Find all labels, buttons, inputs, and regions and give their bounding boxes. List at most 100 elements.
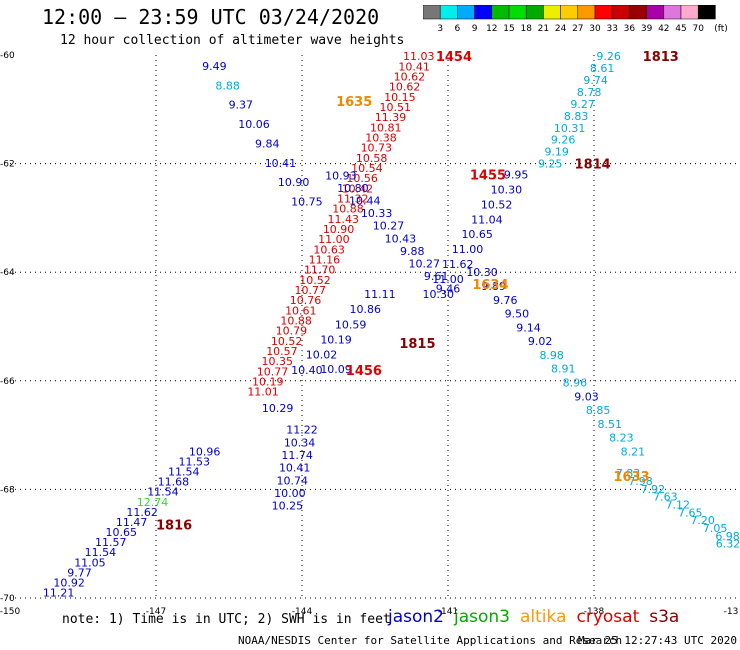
swh-value-label: 9.19 (544, 146, 569, 159)
swh-value-label: 10.65 (461, 228, 493, 241)
swh-value-label: 10.63 (313, 243, 345, 256)
swh-value-label: 11.39 (375, 111, 407, 124)
x-tick-label: -147 (146, 607, 166, 617)
pass-time-label: 1454 (436, 50, 472, 65)
swh-value-label: 7.63 (653, 491, 678, 504)
swh-value-label: 10.02 (306, 349, 338, 362)
legend-entry-jason2: jason2 (388, 607, 444, 627)
colorbar-label: 21 (538, 24, 549, 34)
colorbar-label: 15 (503, 24, 514, 34)
colorbar-swatch (697, 5, 716, 20)
swh-value-label: 11.00 (452, 243, 484, 256)
swh-value-label: 9.46 (436, 282, 461, 295)
colorbar-label: 39 (641, 24, 653, 34)
swh-value-label: 10.51 (379, 101, 411, 114)
swh-value-label: 10.30 (491, 183, 523, 196)
swh-value-label: 11.22 (286, 424, 318, 437)
swh-value-label: 10.81 (370, 121, 402, 134)
chart-subtitle: 12 hour collection of altimeter wave hei… (60, 33, 405, 48)
swh-value-label: 9.26 (596, 50, 621, 63)
swh-value-label: 10.33 (361, 207, 393, 220)
swh-value-label: 8.83 (564, 110, 589, 123)
swh-value-label: 9.77 (67, 566, 92, 579)
swh-value-label: 10.27 (408, 257, 440, 270)
colorbar-label: 70 (692, 24, 704, 34)
swh-value-label: 12.74 (137, 496, 169, 509)
y-tick-label: -70 (0, 594, 15, 604)
swh-value-label: 10.79 (276, 325, 308, 338)
swh-value-label: 9.95 (504, 168, 529, 181)
footer-note: note: 1) Time is in UTC; 2) SWH is in fe… (62, 612, 391, 627)
x-tick-label: -144 (292, 607, 313, 617)
swh-value-label: 11.01 (247, 386, 279, 399)
swh-value-label: 10.31 (554, 122, 586, 135)
swh-value-label: 11.05 (74, 556, 106, 569)
swh-value-label: 8.91 (551, 363, 576, 376)
colorbar: 3 6 9 12 15 18 21 24 27 30 33 36 39 42 45 70 (ft) (423, 5, 728, 34)
swh-value-label: 8.61 (590, 62, 615, 75)
x-tick-label: -13 (724, 607, 739, 617)
swh-value-label: 11.00 (318, 233, 350, 246)
swh-value-label: 10.41 (398, 60, 430, 73)
swh-value-label: 10.30 (466, 266, 498, 279)
swh-value-label: 9.14 (516, 321, 541, 334)
colorbar-label: 36 (624, 24, 636, 34)
swh-value-label: 7.20 (690, 514, 715, 527)
swh-value-label: 11.00 (432, 273, 464, 286)
y-tick-label: -66 (0, 377, 15, 387)
swh-value-label: 11.54 (85, 546, 117, 559)
swh-value-label: 10.38 (365, 131, 397, 144)
swh-value-label: 10.29 (262, 402, 294, 415)
swh-value-label: 10.43 (385, 232, 417, 245)
swh-value-label: 9.37 (229, 99, 254, 112)
swh-value-label: 8.51 (597, 418, 622, 431)
swh-value-label: 8.85 (586, 404, 611, 417)
swh-value-label: 9.76 (493, 294, 518, 307)
swh-value-label: 9.02 (528, 335, 553, 348)
swh-value-label: 10.61 (285, 304, 317, 317)
colorbar-label: 18 (520, 24, 532, 34)
swh-value-label: 9.49 (202, 60, 227, 73)
swh-value-label: 10.40 (291, 364, 323, 377)
swh-value-label: 10.27 (373, 220, 405, 233)
swh-value-label: 8.23 (609, 432, 634, 445)
pass-time-label: 1635 (336, 95, 372, 110)
swh-value-label: 11.53 (178, 455, 210, 468)
swh-value-label: 11.03 (403, 50, 435, 63)
swh-value-label: 11.21 (43, 587, 75, 600)
pass-time-label: 1455 (470, 168, 506, 183)
swh-value-label: 10.75 (291, 196, 323, 209)
swh-value-label: 11.62 (126, 506, 158, 519)
swh-value-label: 9.25 (538, 158, 563, 171)
colorbar-label: 30 (589, 24, 601, 34)
swh-value-label: 10.34 (284, 436, 316, 449)
swh-value-label: 10.42 (342, 182, 374, 195)
swh-value-label: 10.80 (337, 182, 369, 195)
swh-value-label: 10.93 (325, 170, 357, 183)
swh-value-label: 7.05 (703, 522, 728, 535)
colorbar-unit: (ft) (714, 24, 728, 34)
swh-value-label: 10.41 (279, 462, 311, 475)
swh-value-label: 8.98 (539, 349, 564, 362)
colorbar-label: 45 (675, 24, 686, 34)
swh-value-label: 9.84 (255, 137, 280, 150)
swh-value-label: 7.98 (628, 475, 653, 488)
swh-value-label: 11.57 (95, 536, 127, 549)
y-tick-label: -64 (0, 268, 15, 278)
swh-value-label: 11.54 (168, 466, 200, 479)
swh-value-label: 9.88 (400, 245, 425, 258)
swh-value-label: 8.96 (563, 376, 588, 389)
swh-value-label: 10.35 (261, 355, 293, 368)
swh-value-label: 11.32 (337, 192, 369, 205)
pass-time-label: 1633 (613, 470, 649, 485)
swh-value-label: 10.76 (290, 294, 322, 307)
swh-value-label: 10.15 (384, 91, 416, 104)
swh-value-label: 9.74 (583, 74, 608, 87)
swh-value-label: 10.19 (320, 334, 352, 347)
swh-value-label: 11.04 (471, 213, 503, 226)
swh-value-label: 7.12 (666, 498, 691, 511)
swh-value-label: 11.47 (116, 516, 148, 529)
colorbar-label: 33 (606, 24, 617, 34)
swh-value-label: 11.62 (442, 258, 474, 271)
